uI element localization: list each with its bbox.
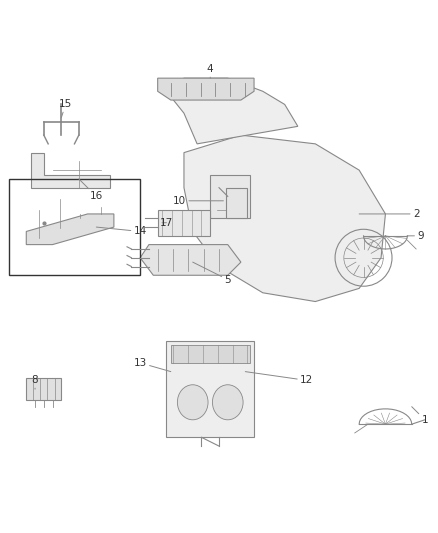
Ellipse shape xyxy=(212,385,243,420)
Bar xyxy=(166,341,254,437)
FancyBboxPatch shape xyxy=(210,174,250,219)
PathPatch shape xyxy=(166,78,298,144)
Bar xyxy=(158,209,210,236)
Text: 8: 8 xyxy=(32,375,39,389)
Text: 13: 13 xyxy=(134,358,171,372)
Text: 17: 17 xyxy=(160,217,173,228)
Bar xyxy=(26,378,61,400)
PathPatch shape xyxy=(140,245,241,275)
Text: 2: 2 xyxy=(359,209,420,219)
Text: 1: 1 xyxy=(412,407,428,425)
Bar xyxy=(226,188,247,219)
Text: 15: 15 xyxy=(59,100,72,118)
Text: 14: 14 xyxy=(96,227,147,237)
PathPatch shape xyxy=(31,152,110,188)
Text: 16: 16 xyxy=(79,179,103,201)
PathPatch shape xyxy=(184,135,385,302)
Text: 5: 5 xyxy=(193,262,231,285)
PathPatch shape xyxy=(158,78,254,100)
Text: 4: 4 xyxy=(207,64,214,78)
Text: 9: 9 xyxy=(407,231,424,241)
Text: 12: 12 xyxy=(245,372,313,385)
Bar xyxy=(9,179,140,275)
Bar xyxy=(171,345,250,363)
Text: 10: 10 xyxy=(173,196,223,206)
Ellipse shape xyxy=(177,385,208,420)
PathPatch shape xyxy=(26,214,114,245)
